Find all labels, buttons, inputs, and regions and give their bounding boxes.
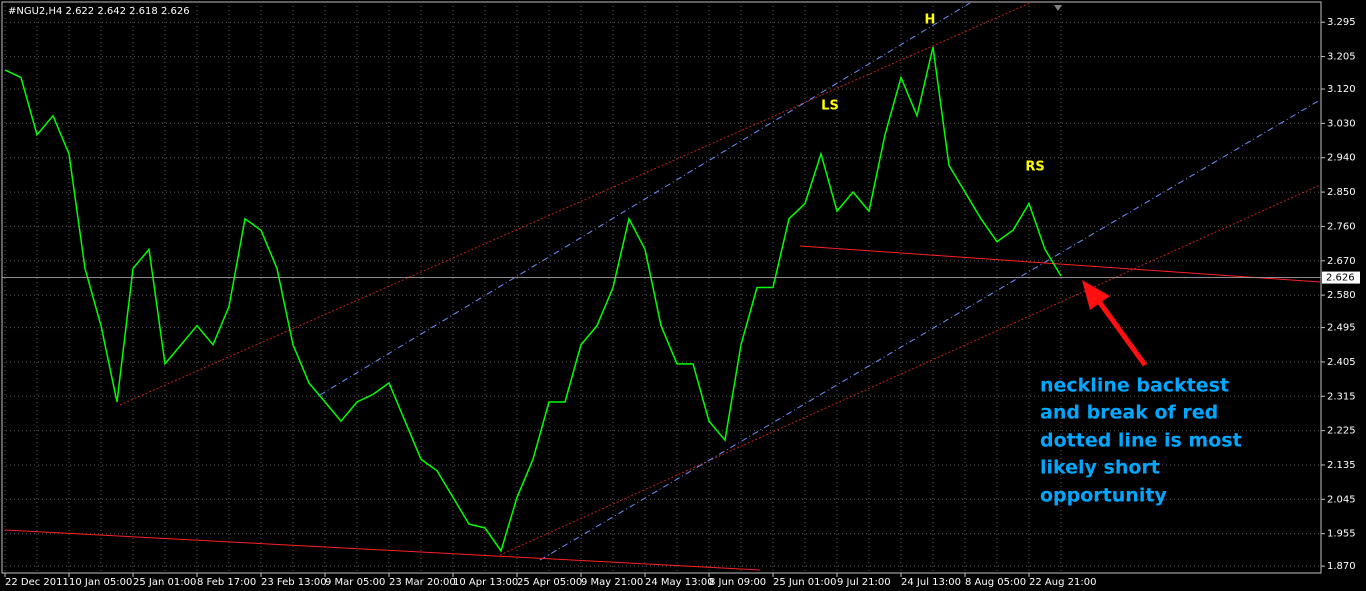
y-tick-label: 2.580 [1327,290,1356,301]
neckline [799,245,1321,283]
y-tick-label: 2.850 [1327,187,1356,198]
x-tick-label: 8 Jun 09:00 [709,577,766,588]
shift-marker [1054,5,1062,11]
y-tick-label: 3.205 [1327,52,1356,63]
x-tick-label: 22 Aug 21:00 [1029,577,1096,588]
y-tick-label: 2.495 [1327,323,1356,334]
x-tick-label: 23 Feb 13:00 [261,577,327,588]
annotation: RS [1025,160,1044,175]
x-tick-label: 8 Aug 05:00 [965,577,1026,588]
y-tick-label: 3.295 [1327,17,1356,28]
y-tick-label: 2.135 [1327,460,1356,471]
x-tick-label: 25 Jun 01:00 [773,577,837,588]
support-line [4,529,761,571]
x-tick-label: 9 Mar 05:00 [325,577,385,588]
note-line: dotted line is most [1040,430,1242,452]
y-tick-label: 1.870 [1327,561,1356,572]
y-tick-label: 3.120 [1327,84,1356,95]
arrow-head [1082,280,1110,310]
y-tick-label: 2.315 [1327,391,1356,402]
x-tick-label: 22 Dec 2011 [5,577,69,588]
x-tick-label: 10 Jan 05:00 [69,577,132,588]
y-tick-label: 2.225 [1327,426,1356,437]
chart-title: #NGU2,H4 2.622 2.642 2.618 2.626 [8,6,190,17]
channel-upper-blue [319,2,971,396]
y-tick-label: 2.760 [1327,221,1356,232]
x-tick-label: 9 Jul 21:00 [837,577,891,588]
price-line [4,46,1062,553]
annotation: H [925,13,936,28]
note-line: and break of red [1040,402,1218,424]
arrow-shaft [1095,298,1148,367]
y-tick-label: 1.955 [1327,529,1356,540]
y-tick-label: 2.940 [1327,153,1356,164]
x-tick-label: 8 Feb 17:00 [197,577,256,588]
channel-upper-red [119,2,1031,406]
x-tick-label: 25 Jan 01:00 [133,577,196,588]
y-tick-label: 2.045 [1327,494,1356,505]
series [4,46,1062,553]
note-line: likely short [1040,457,1160,479]
note-line: opportunity [1040,485,1167,507]
x-tick-label: 23 Mar 20:00 [389,577,456,588]
x-tick-label: 9 May 21:00 [581,577,643,588]
y-tick-label: 2.670 [1327,256,1356,267]
last-price-label: 2.626 [1326,273,1355,284]
note-line: neckline backtest [1040,375,1229,397]
x-tick-label: 24 May 13:00 [645,577,714,588]
last-price-box [1322,271,1360,284]
channel-lower-red [499,184,1321,556]
channel-lower-blue [539,99,1321,561]
plot-frame [1,1,1322,574]
x-tick-label: 10 Apr 13:00 [453,577,518,588]
annotation: LS [821,99,839,114]
y-tick-label: 2.405 [1327,357,1356,368]
x-tick-label: 25 Apr 05:00 [517,577,582,588]
x-tick-label: 24 Jul 13:00 [901,577,961,588]
y-tick-label: 3.030 [1327,118,1356,129]
